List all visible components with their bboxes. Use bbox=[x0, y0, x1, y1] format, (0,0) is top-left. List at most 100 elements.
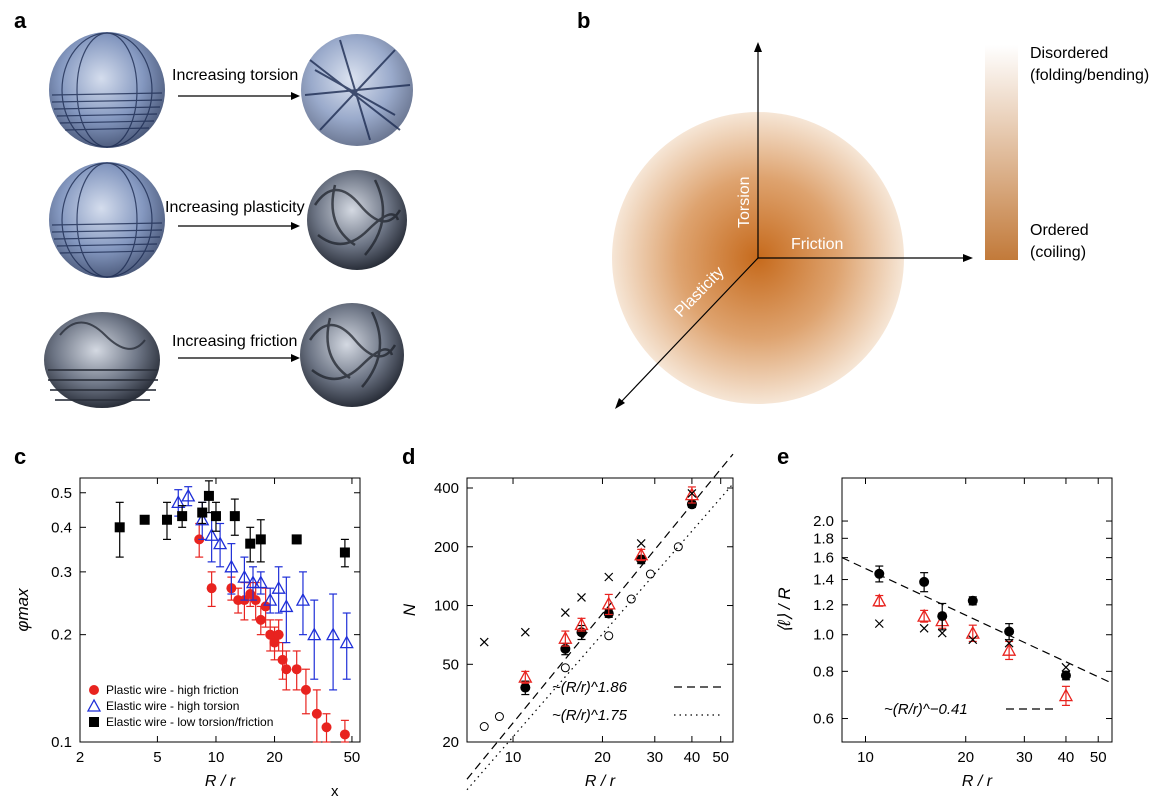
data-point bbox=[161, 514, 172, 525]
x-axis-label: R / r bbox=[585, 773, 616, 790]
y-tick-label: 1.4 bbox=[813, 572, 834, 589]
wire-ball-plastic-image bbox=[307, 170, 407, 270]
wire-ball-coiled-image-2 bbox=[49, 162, 165, 278]
data-point bbox=[560, 663, 570, 673]
data-point bbox=[645, 569, 655, 579]
data-point bbox=[604, 631, 614, 641]
axis-label-friction: Friction bbox=[791, 236, 843, 253]
data-point bbox=[253, 575, 268, 589]
y-axis-label: φmax bbox=[13, 588, 32, 632]
panel-label-e: e bbox=[777, 444, 790, 469]
x-axis-label: R / r bbox=[205, 773, 236, 790]
series-2 bbox=[114, 480, 350, 568]
data-point bbox=[263, 592, 278, 606]
x-tick-label: 40 bbox=[684, 749, 701, 766]
plot-frame bbox=[841, 477, 1113, 743]
data-point bbox=[965, 625, 980, 639]
x-tick-label: 10 bbox=[208, 749, 225, 766]
data-point bbox=[139, 514, 150, 525]
x-tick-label: 50 bbox=[1090, 749, 1107, 766]
wire-ball-friction-image bbox=[300, 303, 404, 407]
y-tick-label: 1.6 bbox=[813, 550, 834, 567]
colorbar-bottom-label-1: Ordered bbox=[1030, 222, 1089, 239]
axis-friction bbox=[758, 254, 973, 262]
data-point bbox=[1004, 638, 1014, 648]
data-point bbox=[326, 627, 341, 641]
fit-legend-label: ~(R/r)^1.86 bbox=[552, 679, 628, 696]
data-point bbox=[321, 722, 332, 733]
data-point bbox=[224, 559, 239, 573]
data-point bbox=[684, 487, 700, 501]
x-tick-label: 10 bbox=[505, 749, 522, 766]
colorbar-top-label-1: Disordered bbox=[1030, 45, 1108, 62]
y-tick-label: 20 bbox=[442, 734, 459, 751]
plot-frame bbox=[466, 477, 734, 743]
data-point bbox=[339, 729, 350, 740]
data-point bbox=[210, 511, 221, 522]
y-tick-label: 2.0 bbox=[813, 513, 834, 530]
data-point bbox=[626, 594, 636, 604]
x-tick-label: 30 bbox=[646, 749, 663, 766]
data-point bbox=[558, 630, 573, 644]
data-point bbox=[919, 576, 930, 587]
data-point bbox=[307, 627, 322, 641]
axis-label-torsion: Torsion bbox=[736, 176, 753, 228]
colorbar-top-label-2: (folding/bending) bbox=[1030, 67, 1149, 84]
arrow-torsion bbox=[178, 92, 300, 100]
y-tick-label: 0.3 bbox=[51, 564, 72, 581]
y-tick-label: 200 bbox=[434, 539, 459, 556]
data-point bbox=[339, 547, 350, 558]
x-tick-label: 30 bbox=[1016, 749, 1033, 766]
data-point bbox=[279, 599, 294, 613]
data-point bbox=[271, 580, 286, 594]
fit-legend-label: ~(R/r)^1.75 bbox=[552, 707, 628, 724]
data-point bbox=[281, 664, 292, 675]
panel-label-d: d bbox=[402, 444, 416, 469]
arrow-plasticity bbox=[178, 222, 300, 230]
panel-a: Increasing torsion Increasing plasticity bbox=[44, 32, 413, 408]
y-tick-label: 0.4 bbox=[51, 519, 72, 536]
x-tick-label: 2 bbox=[76, 749, 84, 766]
data-point bbox=[181, 488, 196, 502]
data-point bbox=[937, 611, 948, 622]
data-point bbox=[269, 637, 280, 648]
fit-legend-label: ~(R/r)^−0.41 bbox=[884, 701, 968, 718]
y-axis-label: N bbox=[400, 603, 419, 616]
axis-plasticity bbox=[615, 257, 759, 409]
x-tick-label: 40 bbox=[1058, 749, 1075, 766]
x-tick-label: 5 bbox=[153, 749, 161, 766]
series-1 bbox=[518, 486, 700, 684]
data-point bbox=[291, 664, 302, 675]
y-axis-label: ⟨ℓ⟩ / R bbox=[775, 587, 794, 632]
x-tick-label: 20 bbox=[594, 749, 611, 766]
data-point bbox=[245, 538, 256, 549]
x-axis-label: R / r bbox=[962, 773, 993, 790]
y-tick-label: 0.1 bbox=[51, 734, 72, 751]
data-point bbox=[204, 527, 219, 541]
data-point bbox=[601, 596, 616, 610]
data-point bbox=[687, 489, 697, 498]
data-point bbox=[1004, 626, 1015, 637]
data-point bbox=[300, 684, 311, 695]
data-point bbox=[291, 534, 302, 545]
data-point bbox=[260, 601, 271, 612]
arrow-friction bbox=[178, 354, 300, 362]
data-point bbox=[518, 669, 533, 683]
x-tick-label: 50 bbox=[712, 749, 729, 766]
stray-x-text: x bbox=[331, 783, 339, 800]
data-point bbox=[479, 637, 489, 647]
wire-ball-torsion-image bbox=[301, 34, 413, 146]
x-tick-label: 50 bbox=[344, 749, 361, 766]
plot-frame bbox=[79, 477, 361, 743]
legend-label: Plastic wire - high friction bbox=[106, 683, 239, 697]
data-point bbox=[255, 534, 266, 545]
data-point bbox=[1002, 642, 1017, 656]
data-point bbox=[197, 507, 208, 518]
fit-line bbox=[466, 453, 734, 780]
y-tick-label: 0.2 bbox=[51, 627, 72, 644]
data-point bbox=[237, 569, 252, 583]
legend-label: Elastic wire - high torsion bbox=[106, 699, 239, 713]
